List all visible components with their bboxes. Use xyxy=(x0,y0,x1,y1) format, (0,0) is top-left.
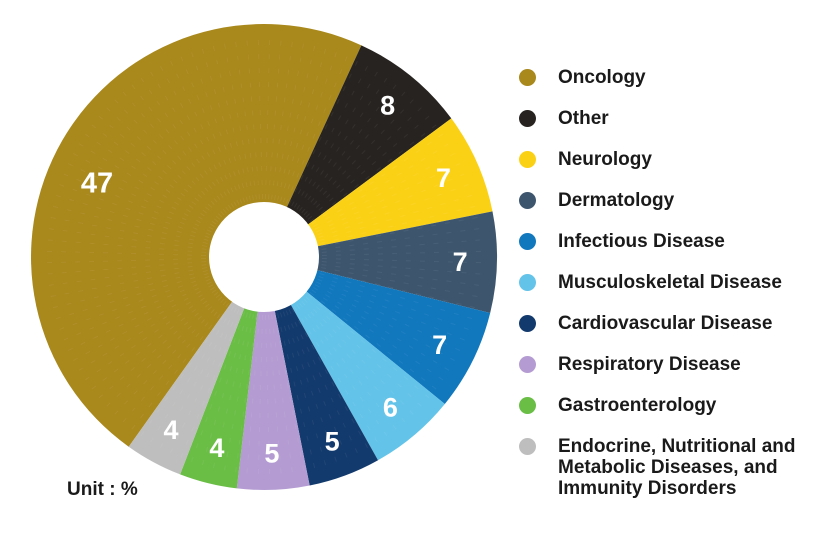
legend-item-label: Infectious Disease xyxy=(558,231,725,252)
legend-dot-icon xyxy=(519,110,536,127)
legend-item-musculoskeletal-disease: Musculoskeletal Disease xyxy=(519,272,820,293)
legend-item-gastroenterology: Gastroenterology xyxy=(519,395,820,416)
legend-item-label: Dermatology xyxy=(558,190,675,211)
legend-dot-icon xyxy=(519,356,536,373)
slice-value-respiratory-disease: 5 xyxy=(264,438,279,468)
legend-dot-icon xyxy=(519,192,536,209)
slice-value-endocrine-nutritional-and-metabolic-dise: 4 xyxy=(163,415,178,445)
donut-hole xyxy=(209,202,319,312)
slice-gastroenterology xyxy=(180,257,264,489)
slice-value-dermatology: 7 xyxy=(453,247,468,277)
unit-label: Unit : % xyxy=(67,479,138,500)
legend-item-label: Musculoskeletal Disease xyxy=(558,272,782,293)
legend-item-oncology: Oncology xyxy=(519,67,820,88)
legend-dot-icon xyxy=(519,151,536,168)
legend-item-other: Other xyxy=(519,108,820,129)
slice-respiratory-disease xyxy=(236,257,310,490)
legend-item-label: Neurology xyxy=(558,149,652,170)
legend-dot-icon xyxy=(519,274,536,291)
legend-dot-icon xyxy=(519,69,536,86)
slice-texture xyxy=(38,31,490,483)
legend-dot-icon xyxy=(519,233,536,250)
legend-item-label: Oncology xyxy=(558,67,646,88)
slice-dermatology xyxy=(264,211,497,313)
legend-item-label: Cardiovascular Disease xyxy=(558,313,773,334)
slice-value-neurology: 7 xyxy=(436,163,451,193)
slice-value-cardiovascular-disease: 5 xyxy=(325,426,340,456)
slice-value-musculoskeletal-disease: 6 xyxy=(383,393,398,423)
slice-value-oncology: 47 xyxy=(81,167,113,199)
legend-item-neurology: Neurology xyxy=(519,149,820,170)
legend-item-label: Endocrine, Nutritional and Metabolic Dis… xyxy=(558,436,796,499)
slice-oncology xyxy=(31,24,362,447)
slice-musculoskeletal-disease xyxy=(264,257,445,461)
slice-other xyxy=(264,45,452,257)
legend-item-label: Gastroenterology xyxy=(558,395,717,416)
legend-dot-icon xyxy=(519,438,536,455)
slice-infectious-disease xyxy=(264,257,491,404)
slice-neurology xyxy=(264,118,493,257)
slice-cardiovascular-disease xyxy=(264,257,379,486)
legend-item-respiratory-disease: Respiratory Disease xyxy=(519,354,820,375)
legend-item-infectious-disease: Infectious Disease xyxy=(519,231,820,252)
legend-item-label: Other xyxy=(558,108,609,129)
slice-endocrine-nutritional-and-metabolic-dise xyxy=(128,257,264,475)
legend: Oncology Other Neurology Dermatology Infecti… xyxy=(519,67,820,499)
slice-value-gastroenterology: 4 xyxy=(209,433,224,463)
legend-dot-icon xyxy=(519,397,536,414)
legend-item-dermatology: Dermatology xyxy=(519,190,820,211)
legend-dot-icon xyxy=(519,315,536,332)
slice-value-other: 8 xyxy=(380,90,395,120)
slice-value-infectious-disease: 7 xyxy=(432,330,447,360)
legend-item-cardiovascular-disease: Cardiovascular Disease xyxy=(519,313,820,334)
legend-item-endocrine-nutritional-and-metabolic-dise: Endocrine, Nutritional and Metabolic Dis… xyxy=(519,436,820,499)
legend-item-label: Respiratory Disease xyxy=(558,354,741,375)
